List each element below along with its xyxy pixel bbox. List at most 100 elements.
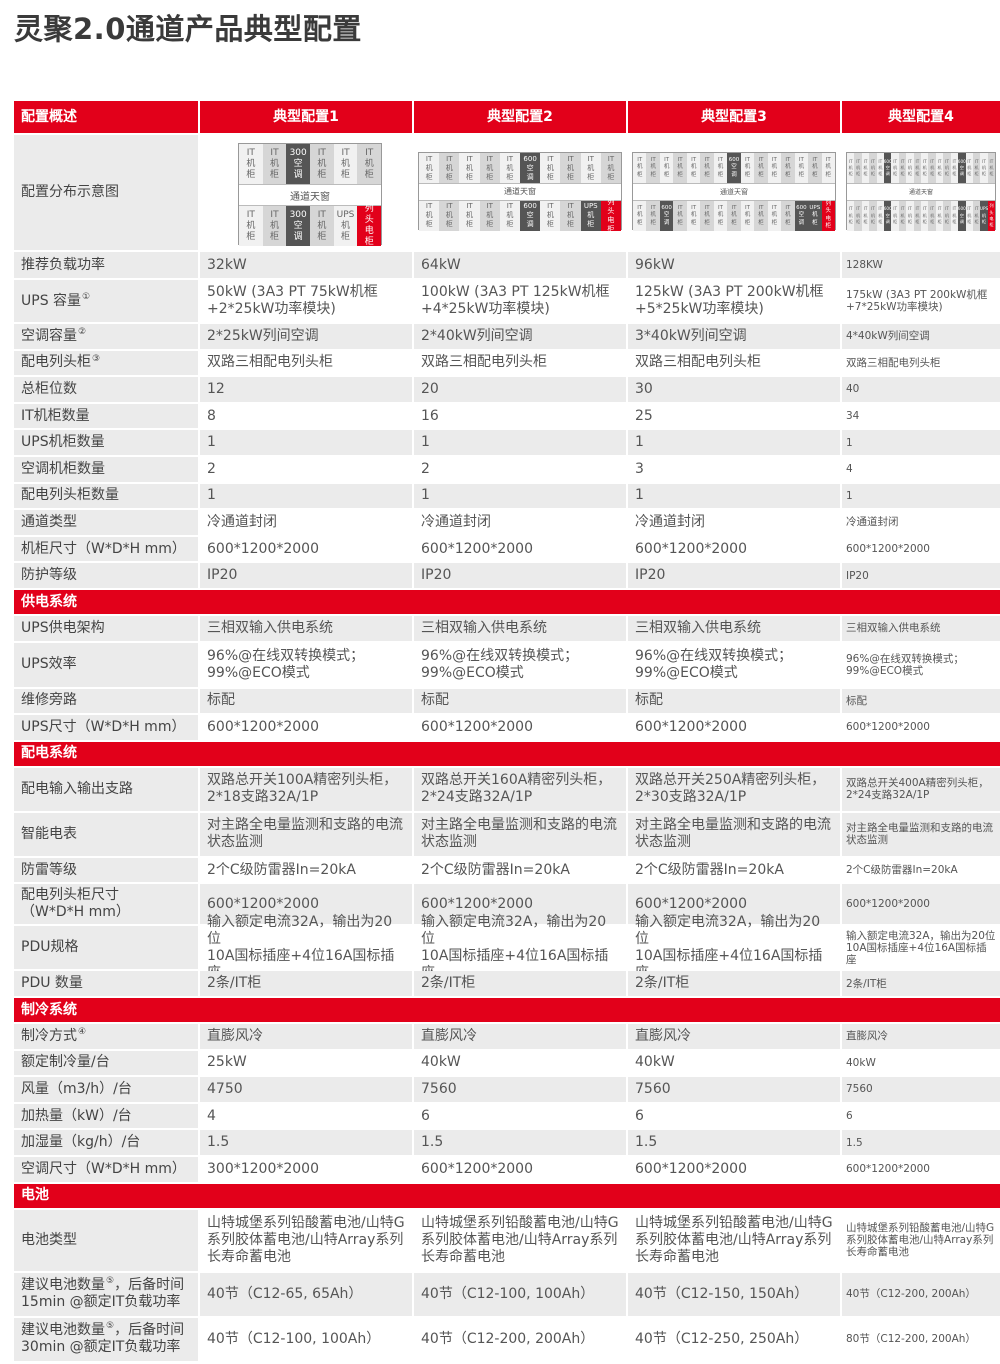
cabinet-it: IT 机 柜 (686, 153, 701, 184)
layout-diagram-3: IT 机 柜 IT 机 柜 IT 机 柜 IT 机 柜 IT 机 柜 IT 机 柜 IT 机… (632, 152, 836, 231)
row-label-suffix: ，后备时间 15min @额定IT负载功率 (21, 1277, 185, 1311)
aisle-skylight-label: 通道天窗 (239, 184, 381, 206)
value-cell: 山特城堡系列铅酸蓄电池/山特G 系列胶体蓄电池/山特Array系列 长寿命蓄电池 (628, 1209, 840, 1271)
value-cell: 600*1200*2000 (628, 715, 840, 740)
value-cell: 96%@在线双转换模式； 99%@ECO模式 (414, 642, 626, 687)
row-label: 维修旁路 (14, 688, 198, 714)
cabinet-it: IT 机 柜 (898, 153, 907, 184)
cabinet-row: IT 机 柜 IT 机 柜 300 空 调 IT 机 柜 UPS 机 柜列 头 电 柜 (239, 204, 382, 247)
cabinet-it: IT 机 柜 (781, 200, 795, 231)
cabinet-it: IT 机 柜 (921, 153, 929, 184)
value-cell: 双路三相配电列头柜 (842, 350, 1000, 376)
cabinet-it: IT 机 柜 (928, 153, 936, 184)
row-label: 机柜尺寸（W*D*H mm） (14, 536, 198, 562)
value-cell: 对主路全电量监测和支路的电流 状态监测 (842, 812, 1000, 856)
value-cell: 标配 (842, 688, 1000, 714)
cabinet-it: IT 机 柜 (646, 153, 660, 184)
header-overview: 配置概述 (14, 101, 198, 133)
cabinet-it: IT 机 柜 (928, 200, 936, 231)
row-label-text: 维修旁路 (21, 692, 77, 709)
cabinet-it: IT 机 柜 (439, 200, 460, 231)
cabinet-it: IT 机 柜 (580, 153, 601, 184)
row-label-text: 电池类型 (21, 1231, 77, 1248)
value-cell: 7560 (628, 1077, 840, 1102)
aisle-skylight-label: 通道天窗 (419, 183, 621, 201)
value-cell: 1.5 (628, 1130, 840, 1155)
value-cell: 4 (200, 1103, 412, 1129)
row-label-text: UPS供电架构 (21, 619, 105, 636)
cabinet-it: IT 机 柜 (560, 200, 581, 231)
value-cell: 600*1200*2000 (628, 1157, 840, 1182)
cabinet-it: IT 机 柜 (808, 153, 822, 184)
cabinet-it: IT 机 柜 (950, 153, 959, 184)
value-cell: 对主路全电量监测和支路的电流 状态监测 (200, 812, 412, 856)
value-cell: 1.5 (842, 1130, 1000, 1155)
cabinet-it: IT 机 柜 (633, 200, 647, 231)
cabinet-it: IT 机 柜 (540, 200, 561, 231)
section-header: 供电系统 (14, 590, 1000, 614)
value-cell: 3 (628, 457, 840, 482)
cabinet-it: IT 机 柜 (686, 200, 701, 231)
cabinet-it: IT 机 柜 (943, 153, 951, 184)
cabinet-it: IT 机 柜 (854, 153, 862, 184)
row-label: PDU 数量 (14, 971, 198, 996)
value-cell: 25 (628, 403, 840, 429)
cabinet-it: IT 机 柜 (950, 200, 959, 231)
value-cell: 1 (200, 430, 412, 455)
value-cell: 输入额定电流32A，输出为20位 10A国标插座+4位16A国标插座 (414, 914, 626, 981)
cabinet-ac600: 600 空 调 (520, 200, 541, 231)
value-cell: 96kW (628, 252, 840, 278)
value-cell: 双路三相配电列头柜 (414, 350, 626, 376)
cabinet-ac600: 600 空 调 (659, 200, 674, 231)
row-label: 加湿量（kg/h）/台 (14, 1130, 198, 1155)
footnote-marker: ② (78, 327, 87, 338)
value-cell: 600*1200*2000 (414, 536, 626, 562)
cabinet-it: IT 机 柜 (740, 153, 755, 184)
value-cell: 三相双输入供电系统 (842, 616, 1000, 641)
value-cell: 直膨风冷 (200, 1024, 412, 1049)
cabinet-it: IT 机 柜 (439, 153, 460, 184)
value-cell: 2个C级防雷器In=20kA (628, 857, 840, 883)
row-label-text: 配电输入输出支路 (21, 780, 133, 797)
cabinet-it: IT 机 柜 (673, 153, 687, 184)
value-cell: 32kW (200, 252, 412, 278)
row-label-text: 额定制冷量/台 (21, 1054, 110, 1071)
value-cell: 山特城堡系列铅酸蓄电池/山特G 系列胶体蓄电池/山特Array系列 长寿命蓄电池 (414, 1209, 626, 1271)
cabinet-pdu: 列 头 电 柜 (357, 204, 382, 247)
cabinet-it: IT 机 柜 (754, 200, 768, 231)
cabinet-it: IT 机 柜 (781, 153, 795, 184)
row-label-text: IT机柜数量 (21, 407, 90, 424)
value-cell: 600*1200*2000 (628, 884, 840, 925)
value-cell: 2条/IT柜 (628, 971, 840, 996)
layout-diagram-2: IT 机 柜 IT 机 柜 IT 机 柜 IT 机 柜 IT 机 柜 600 空 调 IT … (418, 152, 622, 233)
row-label: 空调机柜数量 (14, 457, 198, 482)
aisle-skylight-label: 通道天窗 (847, 183, 995, 201)
value-cell: 40节（C12-250, 250Ah） (628, 1317, 840, 1361)
value-cell: 双路总开关100A精密列头柜， 2*18支路32A/1P (200, 767, 412, 811)
cabinet-it: IT 机 柜 (847, 200, 855, 231)
row-label: 防雷等级 (14, 857, 198, 883)
cabinet-it: IT 机 柜 (459, 200, 480, 231)
cabinet-it: IT 机 柜 (560, 153, 581, 184)
cabinet-it: IT 机 柜 (906, 200, 914, 231)
value-cell: 冷通道封闭 (842, 510, 1000, 535)
aisle-skylight-label: 通道天窗 (633, 183, 835, 201)
row-label: 配电列头柜数量 (14, 483, 198, 509)
value-cell: 6 (414, 1103, 626, 1129)
row-label: 配置分布示意图 (14, 135, 198, 250)
cabinet-it: IT 机 柜 (965, 153, 973, 184)
row-label: 总柜位数 (14, 377, 198, 402)
value-cell: 双路三相配电列头柜 (200, 350, 412, 376)
value-cell: 25kW (200, 1050, 412, 1076)
value-cell: 1 (842, 483, 1000, 509)
layout-diagram-1: IT 机 柜 IT 机 柜 300 空 调 IT 机 柜 IT 机 柜 IT 机 柜通道天… (238, 143, 382, 247)
row-label: 建议电池数量⑤，后备时间 15min @额定IT负载功率 (14, 1272, 198, 1316)
value-cell: 直膨风冷 (842, 1024, 1000, 1049)
header-config-3: 典型配置3 (628, 101, 840, 133)
cabinet-it: IT 机 柜 (646, 200, 660, 231)
value-cell: 40节（C12-65, 65Ah） (200, 1272, 412, 1316)
value-cell: 三相双输入供电系统 (628, 616, 840, 641)
cabinet-it: IT 机 柜 (794, 153, 809, 184)
value-cell: 600*1200*2000 (628, 536, 840, 562)
cabinet-it: IT 机 柜 (310, 206, 334, 246)
